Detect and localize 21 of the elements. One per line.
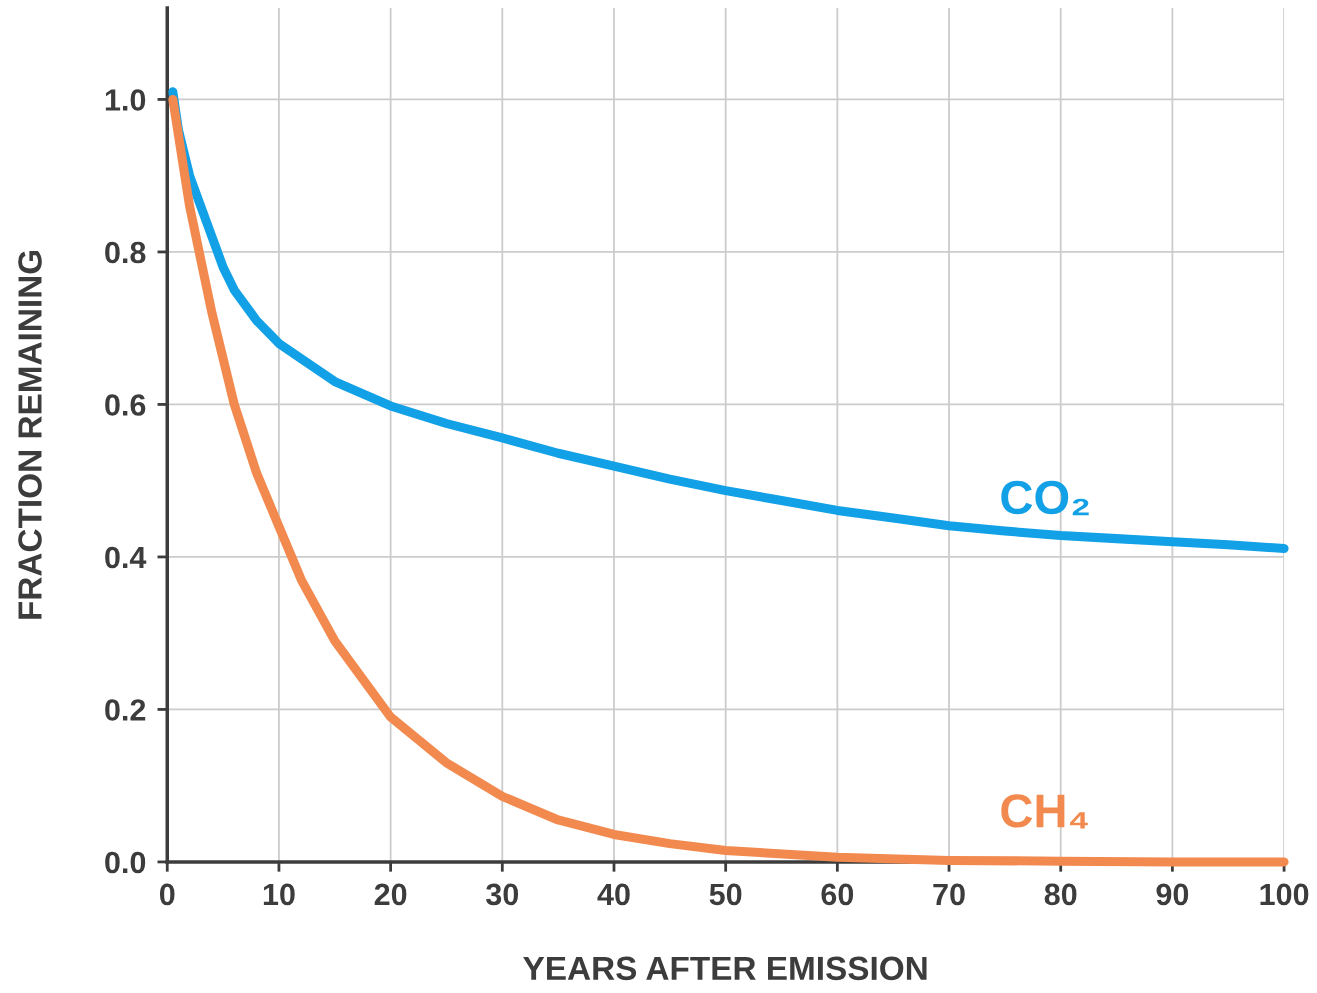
y-tick-label: 0.8 xyxy=(105,241,146,264)
x-tick-label: 50 xyxy=(709,883,742,906)
y-tick-label: 0.2 xyxy=(105,699,146,721)
x-tick-label: 20 xyxy=(374,883,407,906)
x-tick-label: 40 xyxy=(597,883,630,906)
x-axis-title: YEARS AFTER EMISSION xyxy=(523,956,927,981)
series-label: CO₂ xyxy=(1001,480,1089,516)
y-tick-label: 0.0 xyxy=(105,851,146,874)
y-tick-label: 0.6 xyxy=(105,394,146,416)
y-tick-label: 1.0 xyxy=(105,89,146,111)
y-axis-title: FRACTION REMAINING xyxy=(18,250,42,619)
x-tick-label: 0 xyxy=(159,883,175,906)
x-tick-label: 30 xyxy=(486,883,519,906)
x-tick-label: 60 xyxy=(821,883,854,906)
x-tick-label: 70 xyxy=(933,883,965,906)
series-label: CH₄ xyxy=(1001,794,1088,829)
x-tick-label: 80 xyxy=(1044,883,1077,906)
x-tick-label: 100 xyxy=(1260,883,1309,906)
y-tick-label: 0.4 xyxy=(105,546,147,569)
x-tick-label: 10 xyxy=(263,883,295,906)
x-tick-label: 90 xyxy=(1156,883,1189,906)
